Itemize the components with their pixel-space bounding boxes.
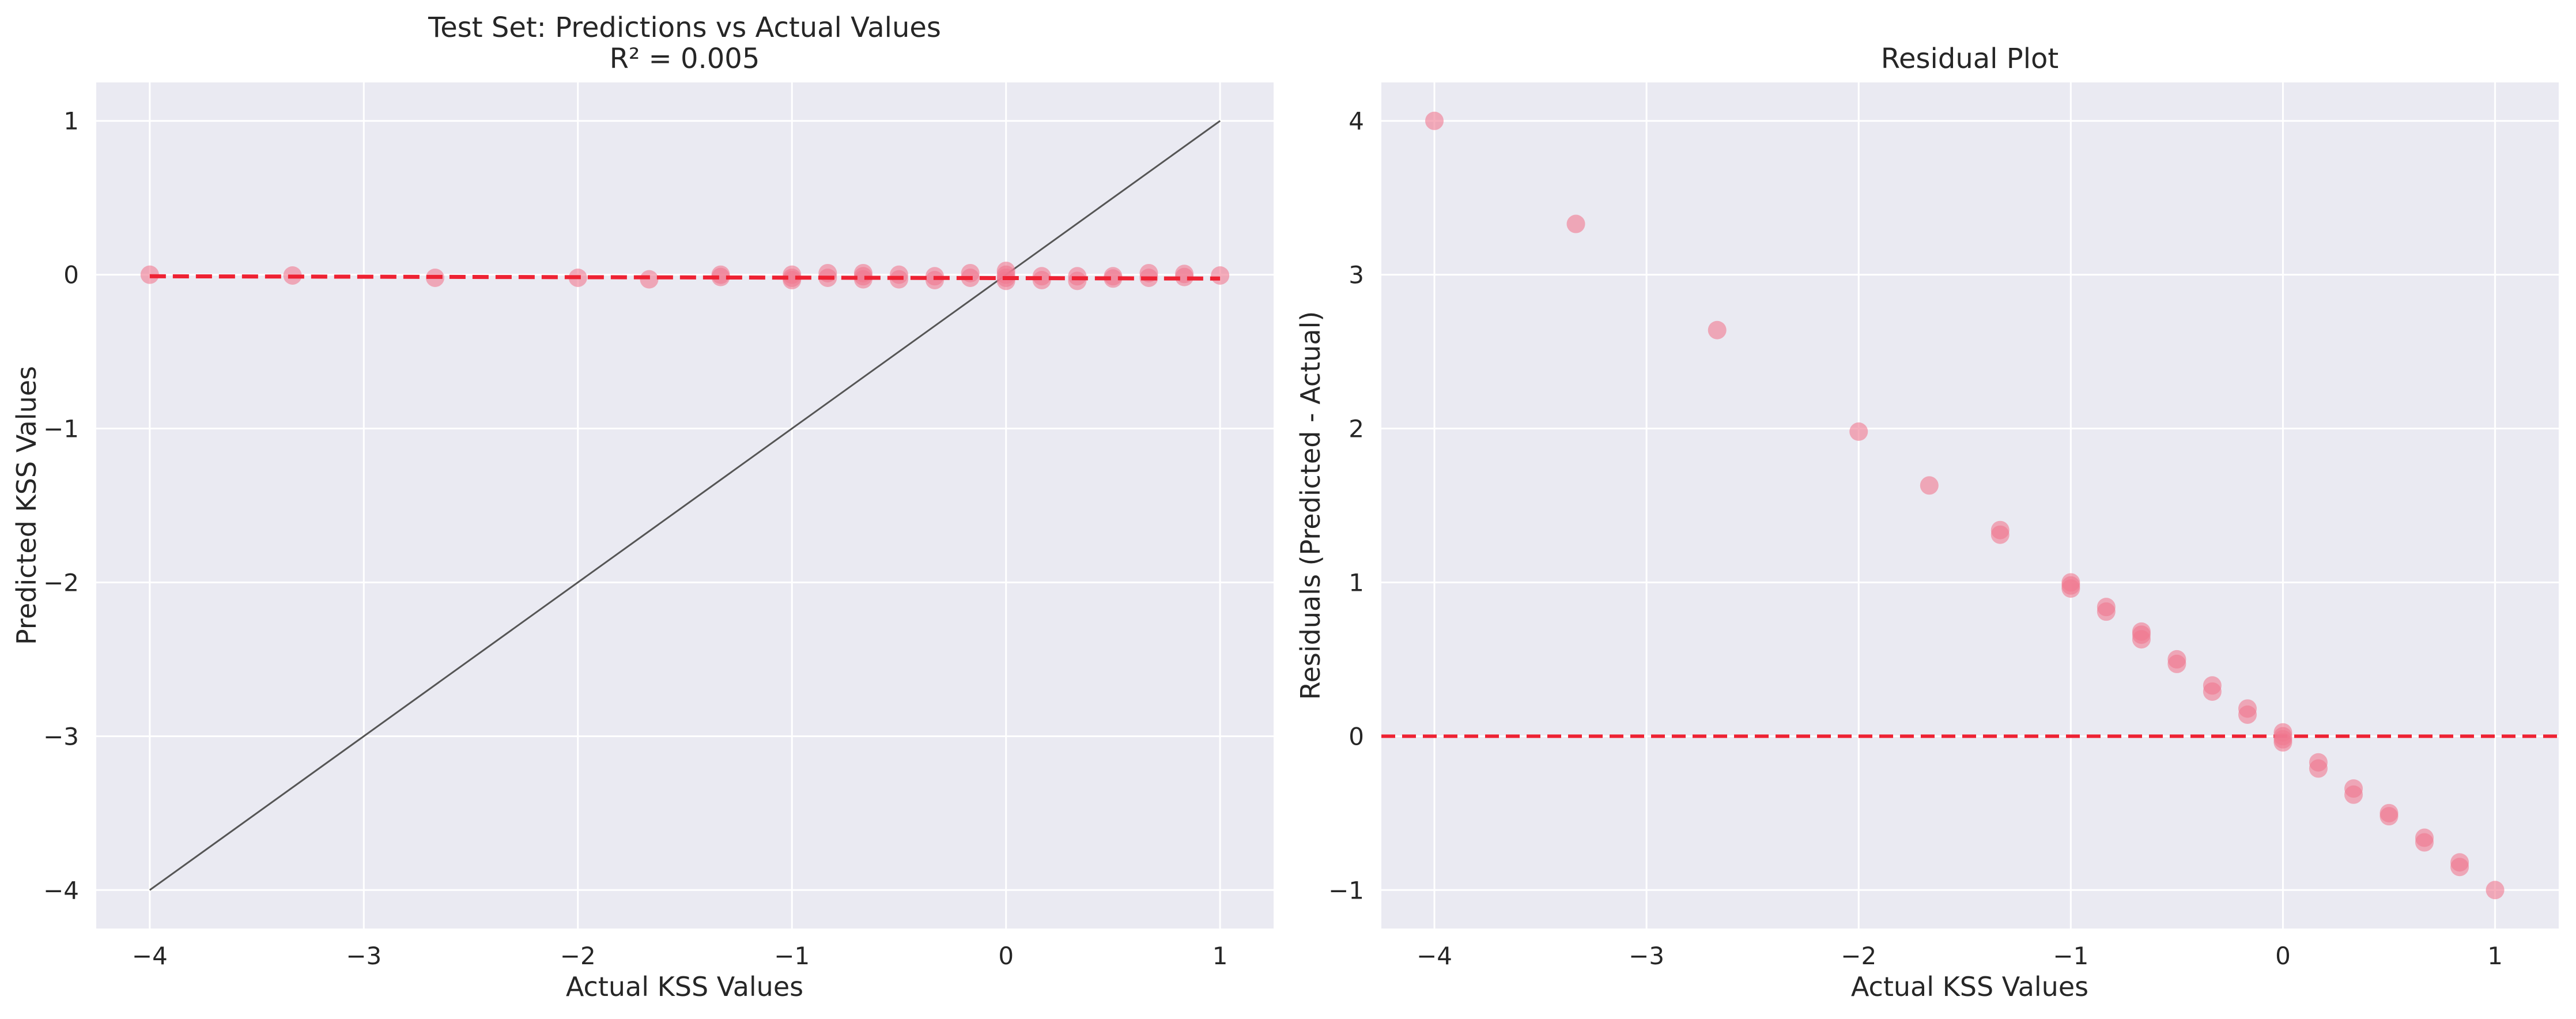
right-data-point — [2238, 705, 2257, 724]
right-data-point — [1566, 214, 1585, 233]
right-chart-title: Residual Plot — [1881, 43, 2058, 75]
right-gridlines — [1381, 82, 2559, 929]
right-data-point — [1990, 525, 2010, 544]
right-x-tick-label: 1 — [2487, 942, 2503, 970]
predictions-vs-actual-chart: −4 −3 −2 −1 0 1 −4 −3 −2 −1 0 1 Test Set: Predictio… — [11, 12, 1274, 1002]
right-data-point — [2450, 858, 2469, 877]
left-x-tick-label: −1 — [774, 942, 810, 970]
right-x-tick-label: 0 — [2275, 942, 2291, 970]
right-scatter-points — [1425, 111, 2505, 900]
right-data-point — [2203, 682, 2222, 701]
left-data-point — [996, 271, 1015, 290]
right-x-tick-label: −3 — [1629, 942, 1664, 970]
right-data-point — [1425, 111, 1444, 130]
left-x-tick-label: 1 — [1213, 942, 1228, 970]
right-y-tick-label: 1 — [1349, 568, 1364, 597]
right-x-tick-label: −2 — [1841, 942, 1876, 970]
right-tick-labels: −4 −3 −2 −1 0 1 −1 0 1 2 3 4 — [1328, 107, 2503, 970]
left-x-axis-label: Actual KSS Values — [566, 971, 803, 1002]
right-data-point — [2379, 807, 2399, 826]
left-y-tick-label: −3 — [43, 722, 79, 750]
right-data-point — [2309, 759, 2328, 778]
right-y-axis-label: Residuals (Predicted - Actual) — [1295, 311, 1326, 700]
left-y-tick-label: −1 — [43, 415, 79, 443]
left-data-point — [925, 270, 944, 289]
right-x-tick-label: −1 — [2053, 942, 2088, 970]
left-y-tick-label: −4 — [43, 876, 79, 904]
left-y-axis-label: Predicted KSS Values — [11, 366, 42, 645]
left-y-tick-label: 0 — [63, 261, 79, 289]
left-y-tick-label: −2 — [43, 568, 79, 597]
left-tick-labels: −4 −3 −2 −1 0 1 −4 −3 −2 −1 0 1 — [43, 107, 1227, 970]
right-y-tick-label: 4 — [1349, 107, 1364, 135]
left-data-point — [853, 270, 872, 289]
right-x-axis-label: Actual KSS Values — [1851, 971, 2088, 1002]
right-y-tick-label: 2 — [1349, 415, 1364, 443]
right-y-tick-label: −1 — [1328, 876, 1364, 904]
left-data-point — [1104, 269, 1123, 288]
left-data-point — [1068, 271, 1087, 290]
right-data-point — [2132, 630, 2151, 649]
left-x-tick-label: −3 — [346, 942, 382, 970]
left-chart-title: Test Set: Predictions vs Actual Values — [428, 12, 941, 44]
right-data-point — [2167, 654, 2186, 673]
right-data-point — [2097, 602, 2116, 621]
left-x-tick-label: 0 — [998, 942, 1014, 970]
right-y-tick-label: 3 — [1349, 261, 1364, 289]
right-data-point — [2486, 881, 2505, 900]
right-y-tick-label: 0 — [1349, 722, 1364, 750]
right-x-tick-label: −4 — [1417, 942, 1452, 970]
right-data-point — [1708, 320, 1727, 339]
left-data-point — [711, 267, 730, 286]
left-data-point — [783, 270, 802, 289]
left-reference-lines — [149, 120, 1221, 891]
fit-line — [149, 274, 1221, 281]
left-x-tick-label: −2 — [560, 942, 596, 970]
right-data-point — [1849, 422, 1868, 441]
identity-line — [149, 120, 1221, 891]
right-data-point — [2061, 579, 2080, 598]
left-data-point — [1175, 267, 1194, 286]
left-data-point — [140, 265, 159, 284]
right-data-point — [1920, 476, 1939, 495]
residual-plot-chart: −4 −3 −2 −1 0 1 −1 0 1 2 3 4 Residual Plot Actual K… — [1295, 43, 2559, 1002]
left-data-point — [1211, 266, 1230, 285]
left-x-tick-label: −4 — [132, 942, 168, 970]
right-data-point — [2415, 833, 2434, 852]
left-y-tick-label: 1 — [63, 107, 79, 135]
left-chart-subtitle: R² = 0.005 — [610, 43, 760, 75]
right-plot-area — [1381, 82, 2559, 929]
right-data-point — [2273, 733, 2292, 752]
right-data-point — [2344, 785, 2363, 804]
